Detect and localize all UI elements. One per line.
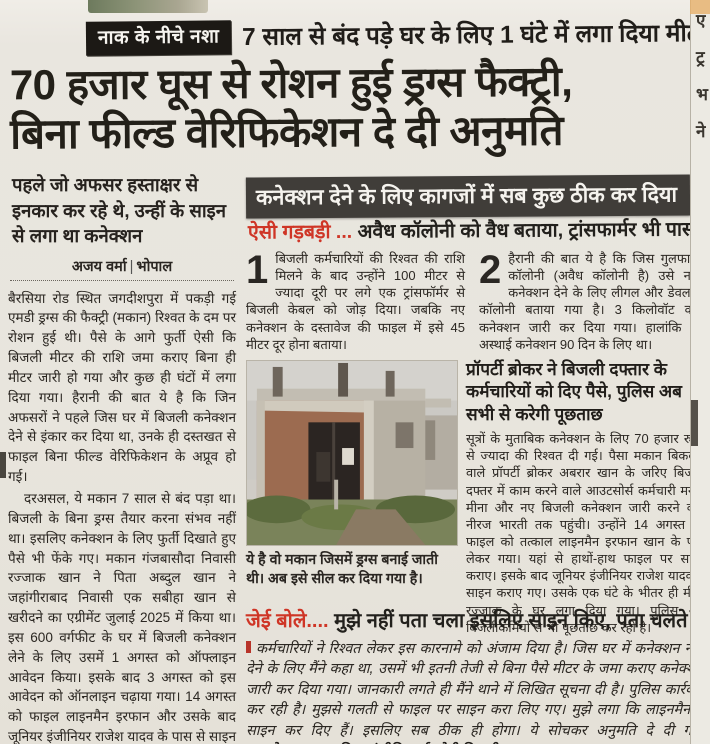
main-headline-line2: बिना फील्ड वेरिफिकेशन दे दी अनुमति — [10, 106, 564, 157]
paragraph-mark-icon — [246, 641, 251, 653]
byline-author: अजय वर्मा — [71, 258, 127, 275]
byline: अजय वर्मा | भोपाल — [8, 256, 236, 276]
left-paragraph-2: दरअसल, ये मकान 7 साल से बंद पड़ा था। बिज… — [8, 490, 236, 744]
edge-char-1: ए — [696, 11, 706, 30]
je-label: जेई बोले.... — [246, 610, 329, 632]
edge-char-4: ने — [696, 122, 706, 141]
byline-city: भोपाल — [136, 258, 173, 275]
irregularity-subheadline: ऐसी गड़बड़ी ... अवैध कॉलोनी को वैध बताया… — [247, 214, 710, 244]
broker-body: सूत्रों के मुताबिक कनेक्शन के लिए 70 हजा… — [466, 431, 706, 635]
je-body-text: कर्मचारियों ने रिश्वत लेकर इस कारनामे को… — [246, 641, 704, 739]
house-photo-graphic — [247, 361, 457, 545]
point-2-number: 2 — [479, 248, 502, 292]
irregularity-text: अवैध कॉलोनी को वैध बताया, ट्रांसफार्मर भ… — [357, 218, 710, 243]
left-margin-mark — [0, 452, 6, 478]
je-headline: जेई बोले.... मुझे नहीं पता चला इसलिए साइ… — [246, 606, 710, 633]
point-1: 1 बिजली कर्मचारियों की रिश्वत की राशि मिल… — [246, 250, 465, 353]
kicker-headline: 7 साल से बंद पड़े घर के लिए 1 घंटे में ल… — [241, 19, 710, 51]
edge-orange-tint — [690, 0, 710, 14]
point-1-text: बिजली कर्मचारियों की रिश्वत की राशि मिलन… — [246, 251, 465, 352]
point-2-text: हैरानी की बात ये है कि जिस गुलफाम कॉलोनी… — [479, 251, 698, 352]
kicker-label: नाक के नीचे नशा — [85, 20, 232, 56]
je-body: कर्मचारियों ने रिश्वत लेकर इस कारनामे को… — [246, 639, 704, 744]
house-photo — [246, 360, 458, 546]
section-band-headline: कनेक्शन देने के लिए कागजों में सब कुछ ठी… — [245, 174, 691, 219]
edge-dark-block — [691, 400, 698, 446]
point-1-number: 1 — [246, 248, 269, 292]
edge-cutoff-characters: ए ट्र भ ने — [696, 8, 708, 142]
photo-caption: ये है वो मकान जिसमें ड्रग्स बनाई जाती थी… — [246, 552, 438, 588]
je-quote-section: जेई बोले.... मुझे नहीं पता चला इसलिए साइ… — [246, 606, 710, 744]
left-column: पहले जो अफसर हस्ताक्षर से इनकार कर रहे थ… — [8, 172, 236, 744]
adjacent-column-sliver: ए ट्र भ ने — [690, 0, 710, 744]
broker-headline: प्रॉपर्टी ब्रोकर ने बिजली दफ्तार के कर्म… — [466, 359, 682, 424]
byline-rule — [10, 279, 234, 281]
edge-char-3: भ — [696, 85, 708, 104]
je-headline-text: मुझे नहीं पता चला इसलिए साइन किए, पता चल… — [334, 610, 710, 632]
broker-section: प्रॉपर्टी ब्रोकर ने बिजली दफ्तार के कर्म… — [466, 358, 706, 636]
left-paragraph-1: बैरसिया रोड स्थित जगदीशपुरा में पकड़ी गई… — [8, 290, 236, 485]
numbered-points: 1 बिजली कर्मचारियों की रिश्वत की राशि मिल… — [246, 250, 698, 353]
main-headline: 70 हजार घूस से रोशन हुई ड्रग्स फैक्ट्री,… — [10, 56, 701, 157]
torn-photo-fragment — [88, 0, 208, 13]
main-headline-line1: 70 हजार घूस से रोशन हुई ड्रग्स फैक्ट्री, — [9, 57, 573, 109]
byline-separator: | — [129, 258, 134, 275]
left-subheadline: पहले जो अफसर हस्ताक्षर से इनकार कर रहे थ… — [12, 174, 227, 247]
edge-char-2: ट्र — [696, 48, 705, 67]
point-2: 2 हैरानी की बात ये है कि जिस गुलफाम कॉलोन… — [479, 250, 698, 353]
irregularity-label: ऐसी गड़बड़ी ... — [247, 220, 353, 244]
